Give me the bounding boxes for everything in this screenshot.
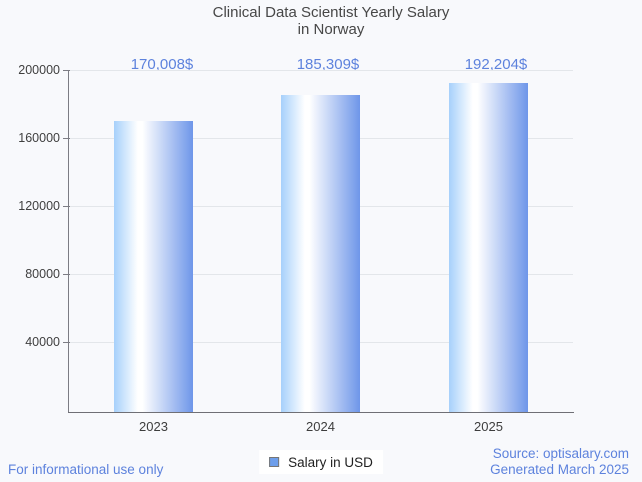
y-tick-label: 80000 <box>25 267 60 281</box>
x-tick-label: 2024 <box>306 419 335 434</box>
chart-title-line2: in Norway <box>297 20 365 38</box>
bar[interactable] <box>114 121 193 412</box>
source-note: Source: optisalary.com Generated March 2… <box>490 446 629 477</box>
y-tick <box>63 274 70 275</box>
generated-line: Generated March 2025 <box>490 461 629 477</box>
y-tick <box>63 342 70 343</box>
chart-title: Clinical Data Scientist Yearly Salary in… <box>20 4 642 38</box>
bar-value-label: 192,204$ <box>464 56 528 73</box>
y-tick-label: 40000 <box>25 335 60 349</box>
y-tick <box>63 138 70 139</box>
x-axis-line <box>68 412 574 413</box>
source-line: Source: optisalary.com <box>492 446 629 461</box>
y-tick-label: 120000 <box>18 199 60 213</box>
chart-title-line1: Clinical Data Scientist Yearly Salary <box>212 4 450 21</box>
disclaimer-note: For informational use only <box>8 462 164 477</box>
y-axis-line <box>68 70 69 412</box>
gridline <box>68 70 573 71</box>
bar-value-label: 185,309$ <box>296 56 360 73</box>
bar[interactable] <box>449 83 528 412</box>
y-tick <box>63 70 70 71</box>
bar-value-label: 170,008$ <box>130 56 194 73</box>
legend-marker-icon <box>269 457 280 467</box>
y-tick-label: 160000 <box>18 131 60 145</box>
legend[interactable]: Salary in USD <box>259 450 383 474</box>
x-tick-label: 2023 <box>139 419 168 434</box>
x-tick-label: 2025 <box>474 419 503 434</box>
y-tick <box>63 206 70 207</box>
y-tick-label: 200000 <box>18 63 60 77</box>
bar[interactable] <box>281 95 360 412</box>
legend-label: Salary in USD <box>288 454 373 470</box>
